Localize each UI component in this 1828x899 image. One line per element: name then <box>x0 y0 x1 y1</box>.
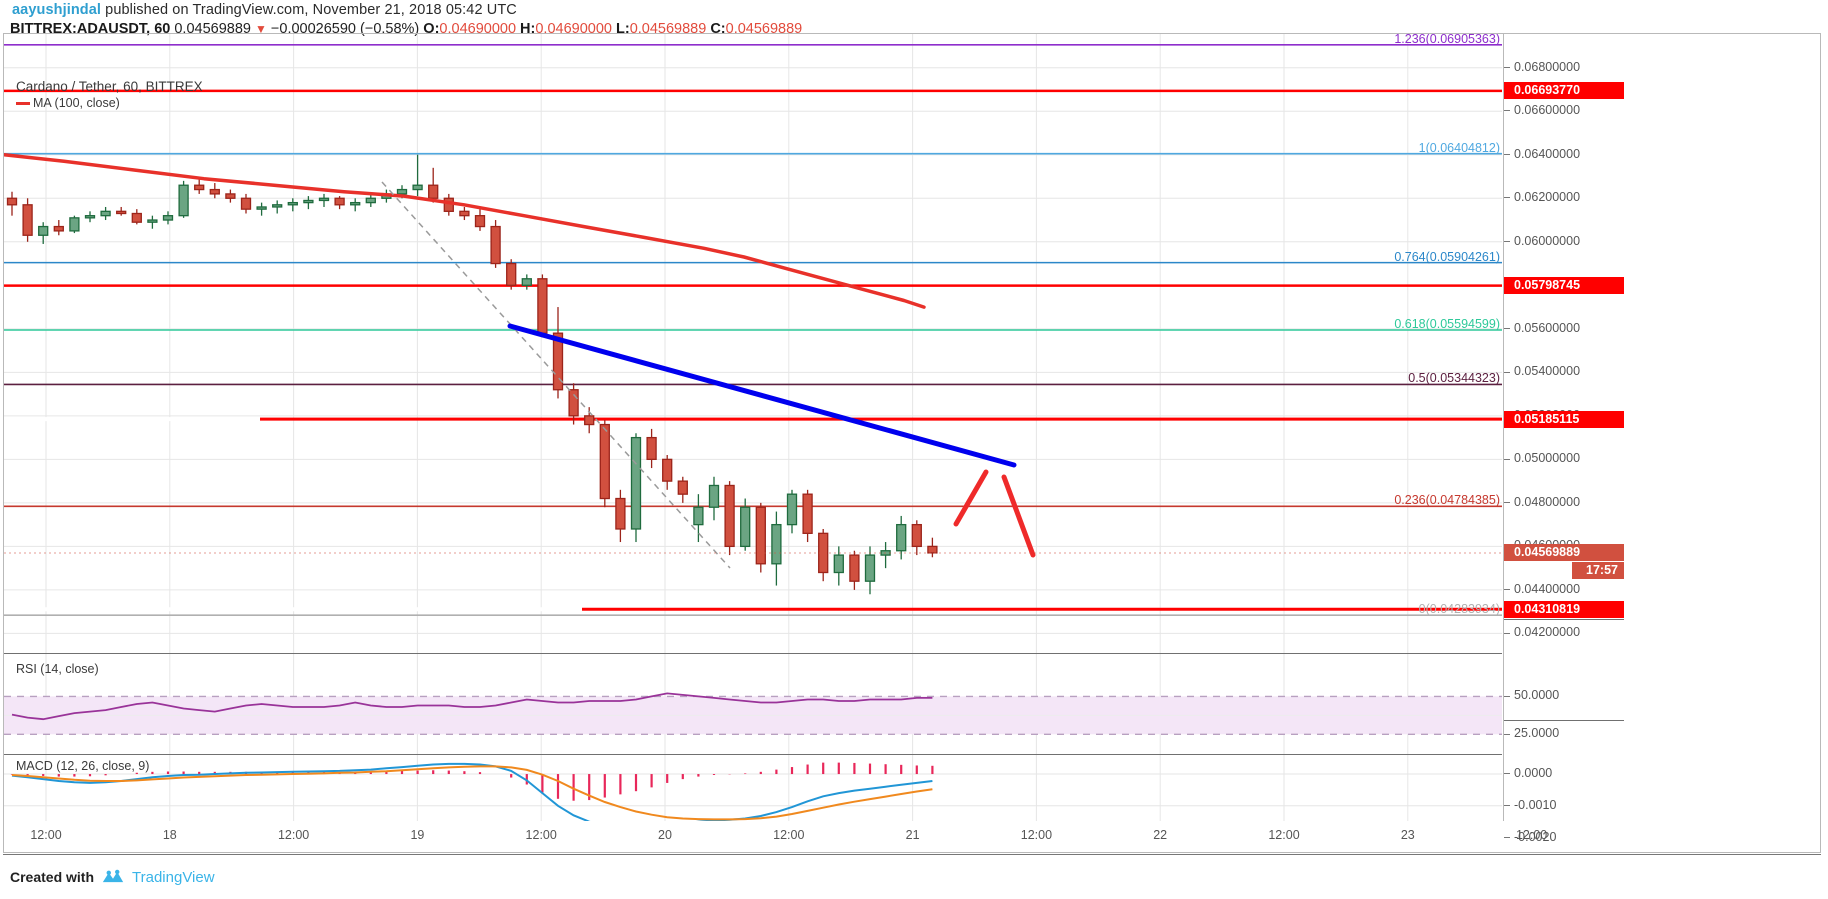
macd-tick-0: 0.0000 <box>1504 766 1552 780</box>
price-tick-6: 0.05600000 <box>1504 321 1580 335</box>
macd-tick-1: -0.0010 <box>1504 798 1556 812</box>
plot-area[interactable]: Cardano / Tether, 60, BITTREX MA (100, c… <box>4 34 1502 821</box>
rsi-pane-canvas <box>4 654 1502 754</box>
down-arrow-icon: ▼ <box>255 22 267 36</box>
time-label-3: 19 <box>410 828 425 842</box>
fib-label-0-618: 0.618(0.05594599) <box>1394 316 1500 331</box>
price-axis-divider <box>1503 34 1504 821</box>
price-badge-0.06693770: 0.06693770 <box>1504 82 1624 100</box>
price-pane[interactable]: Cardano / Tether, 60, BITTREX MA (100, c… <box>4 34 1502 653</box>
price-tick-label: 0.05000000 <box>1514 451 1581 466</box>
time-label-10: 12:00 <box>1268 828 1300 842</box>
author-name[interactable]: aayushjindal <box>12 2 102 18</box>
publish-text: published on TradingView.com, November 2… <box>101 2 517 18</box>
price-badge-0.05185115: 0.05185115 <box>1504 410 1624 428</box>
macd-pane-canvas <box>4 755 1502 821</box>
price-tick-label: 0.06600000 <box>1514 103 1581 118</box>
rsi-pane[interactable]: RSI (14, close) <box>4 654 1502 754</box>
pane-separator-2 <box>4 754 1502 755</box>
time-label-4: 12:00 <box>525 828 557 842</box>
fib-label-1-236: 1.236(0.06905363) <box>1394 34 1500 46</box>
price-badge-0.04310819: 0.04310819 <box>1504 600 1624 618</box>
footer: Created with TradingView <box>10 862 215 892</box>
time-label-0: 12:00 <box>30 828 62 842</box>
fib-label-0-5: 0.5(0.05344323) <box>1408 371 1500 386</box>
price-tick-13: 0.04200000 <box>1504 625 1580 639</box>
fib-label-1: 1(0.06404812) <box>1418 140 1500 155</box>
price-tick-0: 0.06800000 <box>1504 60 1580 74</box>
publish-line: aayushjindal published on TradingView.co… <box>12 2 517 18</box>
pane-separator-1 <box>4 653 1502 654</box>
price-tick-label: 0.05400000 <box>1514 364 1581 379</box>
chart-header: aayushjindal published on TradingView.co… <box>0 0 1828 37</box>
price-tick-9: 0.05000000 <box>1504 451 1580 465</box>
price-axis[interactable]: 0.06800000 0.06600000 0.06400000 0.06200000… <box>1504 34 1624 844</box>
macd-legend: MACD (12, 26, close, 9) <box>16 759 150 773</box>
price-tick-12: 0.04400000 <box>1504 582 1580 596</box>
tradingview-logo-icon <box>102 869 124 883</box>
axis-hsep-1 <box>1504 619 1624 620</box>
price-tick-label: 0.04800000 <box>1514 494 1581 509</box>
time-label-1: 18 <box>162 828 177 842</box>
created-with-label: Created with <box>10 869 95 885</box>
price-tick-label: 0.04200000 <box>1514 625 1581 640</box>
price-tick-7: 0.05400000 <box>1504 364 1580 378</box>
price-pane-canvas <box>4 34 1502 653</box>
time-label-12: 12:00 <box>1515 828 1548 842</box>
price-badge-0.05798745: 0.05798745 <box>1504 277 1624 295</box>
price-tick-1: 0.06600000 <box>1504 103 1580 117</box>
macd-tick-2: -0.0020 <box>1504 830 1556 844</box>
time-label-6: 12:00 <box>773 828 805 842</box>
rsi-tick-1: 25.0000 <box>1504 726 1559 740</box>
ma-legend: MA (100, close) <box>16 96 120 110</box>
fib-label-0: 0(0.04283934) <box>1418 602 1500 617</box>
price-tick-label: 0.06000000 <box>1514 233 1581 248</box>
chart-frame <box>3 33 1821 853</box>
fib-label-0-764: 0.764(0.05904261) <box>1394 249 1500 264</box>
axis-hsep-2 <box>1504 720 1624 721</box>
time-label-2: 12:00 <box>277 828 310 842</box>
price-tick-2: 0.06400000 <box>1504 147 1580 161</box>
price-tick-10: 0.04800000 <box>1504 495 1580 509</box>
price-tick-label: 0.05600000 <box>1514 320 1581 335</box>
time-label-7: 21 <box>905 828 920 842</box>
price-tick-4: 0.06000000 <box>1504 234 1580 248</box>
macd-pane[interactable]: MACD (12, 26, close, 9) <box>4 755 1502 821</box>
time-label-8: 12:00 <box>1020 828 1053 842</box>
price-tick-label: 0.04400000 <box>1514 581 1581 596</box>
price-tick-label: 0.06200000 <box>1514 190 1581 205</box>
rsi-tick-0: 50.0000 <box>1504 688 1559 702</box>
time-axis-topline <box>3 854 1821 855</box>
time-label-5: 20 <box>658 828 672 842</box>
fib-label-0-236: 0.236(0.04784385) <box>1394 493 1500 508</box>
ma-legend-text: MA (100, close) <box>33 96 120 110</box>
price-tick-3: 0.06200000 <box>1504 190 1580 204</box>
rsi-legend: RSI (14, close) <box>16 662 99 676</box>
price-tick-label: 0.06800000 <box>1514 59 1581 74</box>
ma-color-swatch <box>16 102 30 106</box>
main-legend: Cardano / Tether, 60, BITTREX <box>16 79 203 94</box>
countdown-badge: 17:57 <box>1572 561 1624 579</box>
price-badge-0.04569889: 0.04569889 <box>1504 544 1624 562</box>
price-tick-label: 0.06400000 <box>1514 146 1581 161</box>
time-axis[interactable]: 12:00 18 12:00 19 12:00 20 12:00 21 12:00 22 12:00… <box>4 822 1547 852</box>
tradingview-brand-link[interactable]: TradingView <box>132 868 215 886</box>
time-label-9: 22 <box>1153 828 1168 842</box>
time-label-11: 23 <box>1400 828 1415 842</box>
